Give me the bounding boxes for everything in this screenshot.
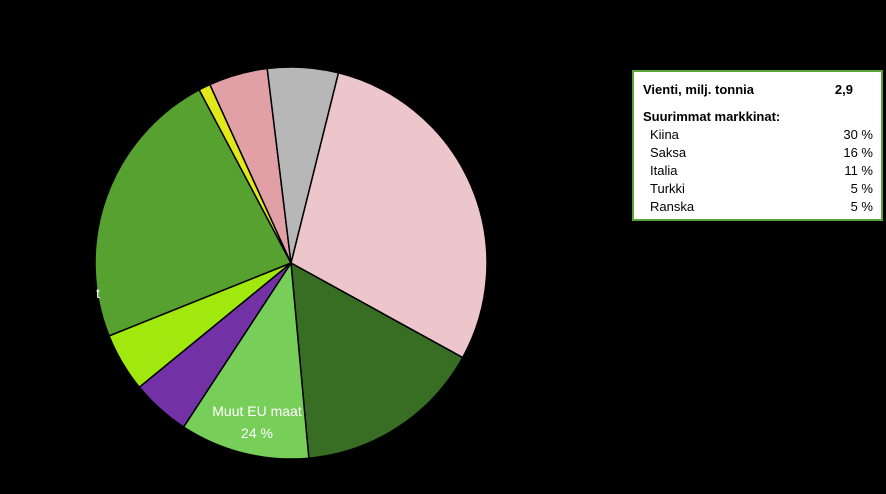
market-row: Ranska 5 %	[643, 198, 873, 216]
market-row: Saksa 16 %	[643, 144, 873, 162]
pie-slice-2	[290, 261, 464, 460]
market-row: Kiina 30 %	[643, 126, 873, 144]
markets-heading: Suurimmat markkinat:	[643, 109, 781, 124]
pie-slices	[94, 66, 488, 460]
market-name: Ranska	[650, 199, 695, 214]
market-name: Turkki	[650, 181, 685, 196]
market-share: 30 %	[843, 127, 873, 142]
slice-value-muut-eu-maat: 24 %	[241, 425, 273, 441]
market-name: Italia	[650, 163, 678, 178]
export-value: 2,9	[834, 82, 853, 97]
market-name: Kiina	[650, 127, 679, 142]
slice-label-cut: t	[96, 285, 100, 301]
export-label: Vienti, milj. tonnia	[643, 82, 754, 97]
market-share: 11 %	[844, 163, 873, 178]
pie-slice-1	[290, 71, 488, 359]
market-share: 5 %	[850, 181, 873, 196]
market-name: Saksa	[650, 145, 687, 160]
markets-heading-row: Suurimmat markkinat:	[643, 108, 873, 126]
market-share: 16 %	[843, 145, 873, 160]
slice-label-muut-eu-maat: Muut EU maat	[212, 403, 302, 419]
export-info-box: Vienti, milj. tonnia 2,9 Suurimmat markk…	[632, 70, 883, 221]
market-row: Italia 11 %	[643, 162, 873, 180]
market-share: 5 %	[850, 199, 873, 214]
pie-slice-6	[94, 88, 293, 337]
market-row: Turkki 5 %	[643, 180, 873, 198]
pie-slice-9	[266, 66, 340, 264]
export-row: Vienti, milj. tonnia 2,9	[643, 81, 873, 99]
pie-slice-3	[182, 260, 310, 460]
